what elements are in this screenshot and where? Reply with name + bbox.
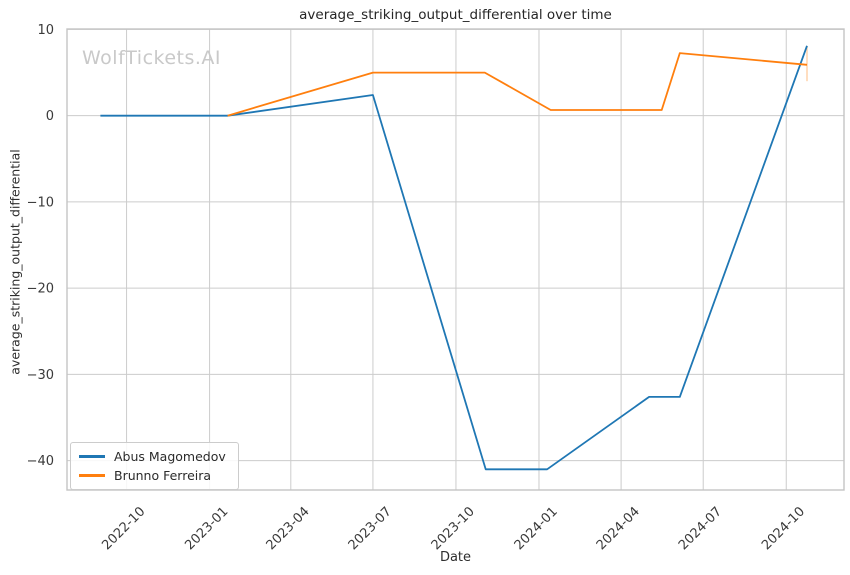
x-tick-label: 2023-07 [346, 504, 395, 553]
legend: Abus Magomedov Brunno Ferreira [70, 442, 239, 490]
legend-line-swatch-blue [79, 455, 105, 458]
plot-border [66, 28, 845, 491]
chart-title: average_striking_output_differential ove… [299, 7, 612, 23]
watermark: WolfTickets.AI [82, 47, 222, 69]
legend-item-abus-magomedov: Abus Magomedov [79, 447, 226, 466]
x-tick-label: 2023-04 [264, 504, 313, 553]
x-tick-label: 2024-01 [512, 504, 561, 553]
y-tick-label: 10 [37, 23, 54, 38]
legend-label: Abus Magomedov [114, 449, 226, 464]
x-tick-label: 2022-10 [99, 504, 148, 553]
y-tick-label: −20 [27, 282, 54, 297]
legend-label: Brunno Ferreira [114, 468, 212, 483]
x-tick-label: 2024-07 [676, 504, 725, 553]
x-tick-label: 2024-10 [759, 504, 808, 553]
y-tick-label: 0 [46, 109, 54, 124]
x-tick-label: 2023-10 [429, 504, 478, 553]
y-tick-label: −30 [27, 368, 54, 383]
y-axis-label: average_striking_output_differential [7, 149, 23, 375]
legend-item-brunno-ferreira: Brunno Ferreira [79, 466, 226, 485]
x-tick-label: 2024-04 [594, 504, 643, 553]
y-tick-label: −40 [27, 454, 54, 469]
x-axis-label: Date [439, 550, 472, 565]
series-line-brunno-ferreira [227, 52, 808, 117]
legend-line-swatch-orange [79, 474, 105, 477]
series-line-abus-magomedov [100, 45, 808, 471]
y-tick-label: −10 [27, 195, 54, 210]
x-tick-label: 2023-01 [182, 504, 231, 553]
